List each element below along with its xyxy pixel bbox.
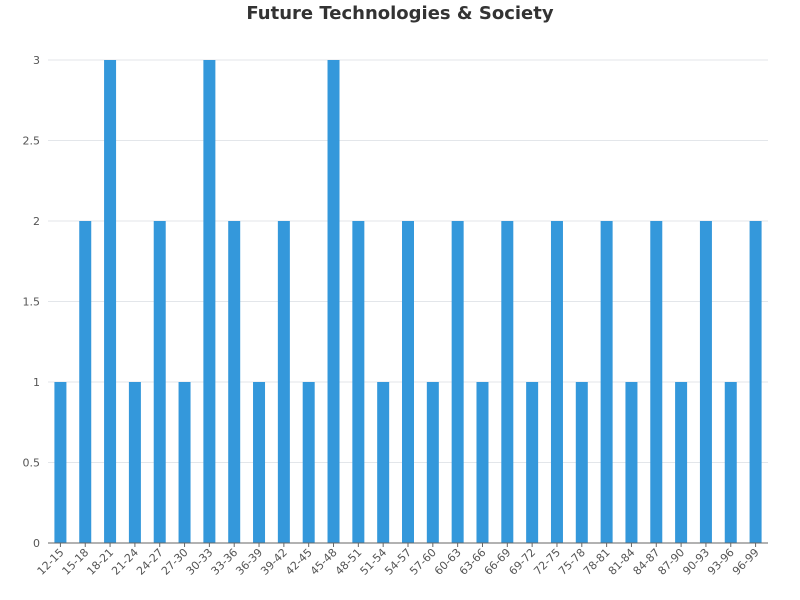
- bar: [352, 221, 365, 543]
- bar: [650, 221, 663, 543]
- x-tick-label: 18-21: [84, 546, 116, 578]
- bar: [178, 382, 191, 543]
- bar: [402, 221, 414, 543]
- x-tick-label: 21-24: [109, 546, 141, 578]
- x-tick-label: 15-18: [60, 546, 92, 578]
- bar: [302, 382, 315, 543]
- y-tick-label: 3: [33, 54, 40, 67]
- x-tick-label: 84-87: [631, 546, 663, 578]
- y-tick-label: 1.5: [23, 296, 41, 309]
- x-tick-label: 51-54: [357, 546, 389, 578]
- bar: [277, 221, 290, 543]
- x-tick-label: 36-39: [233, 546, 265, 578]
- bar: [128, 382, 141, 543]
- bar: [675, 382, 688, 543]
- x-axis-ticks: 12-1515-1818-2121-2424-2727-3030-3333-36…: [35, 543, 762, 578]
- x-tick-label: 54-57: [382, 546, 414, 578]
- x-tick-label: 81-84: [606, 546, 638, 578]
- x-tick-label: 48-51: [333, 546, 365, 578]
- x-tick-label: 42-45: [283, 546, 315, 578]
- bar: [501, 221, 514, 543]
- x-tick-label: 75-78: [556, 546, 588, 578]
- bars: [54, 60, 762, 543]
- bar: [253, 382, 266, 543]
- y-axis-ticks: 0 0.5 1 1.5 2 2.5 3: [23, 54, 41, 550]
- x-tick-label: 60-63: [432, 546, 464, 578]
- x-tick-label: 33-36: [209, 546, 241, 578]
- x-tick-label: 72-75: [531, 546, 563, 578]
- bar: [54, 382, 67, 543]
- x-tick-label: 96-99: [730, 546, 762, 578]
- bar: [104, 60, 117, 543]
- x-tick-label: 57-60: [407, 546, 439, 578]
- bar: [228, 221, 241, 543]
- bar: [550, 221, 563, 543]
- x-tick-label: 24-27: [134, 546, 166, 578]
- x-tick-label: 12-15: [35, 546, 67, 578]
- x-tick-label: 93-96: [705, 546, 737, 578]
- x-tick-label: 27-30: [159, 546, 191, 578]
- y-tick-label: 0.5: [23, 457, 41, 470]
- bar: [203, 60, 216, 543]
- bar: [426, 382, 439, 543]
- x-tick-label: 45-48: [308, 546, 340, 578]
- x-tick-label: 78-81: [581, 546, 613, 578]
- x-tick-label: 69-72: [506, 546, 538, 578]
- bar: [377, 382, 390, 543]
- bar: [699, 221, 712, 543]
- bar: [526, 382, 539, 543]
- bar: [724, 382, 737, 543]
- bar: [79, 221, 92, 543]
- bar: [327, 60, 340, 543]
- y-tick-label: 2.5: [23, 135, 41, 148]
- y-tick-label: 1: [33, 376, 40, 389]
- bar: [625, 382, 638, 543]
- x-tick-label: 87-90: [655, 546, 687, 578]
- x-tick-label: 63-66: [457, 546, 489, 578]
- bar: [153, 221, 166, 543]
- x-tick-label: 30-33: [184, 546, 216, 578]
- x-tick-label: 90-93: [680, 546, 712, 578]
- x-tick-label: 66-69: [482, 546, 514, 578]
- y-tick-label: 2: [33, 215, 40, 228]
- bar: [575, 382, 588, 543]
- bar: [451, 221, 464, 543]
- chart-title: Future Technologies & Society: [246, 3, 553, 24]
- y-tick-label: 0: [33, 537, 40, 550]
- x-tick-label: 39-42: [258, 546, 290, 578]
- bar: [476, 382, 489, 543]
- bar: [749, 221, 762, 543]
- bar: [600, 221, 613, 543]
